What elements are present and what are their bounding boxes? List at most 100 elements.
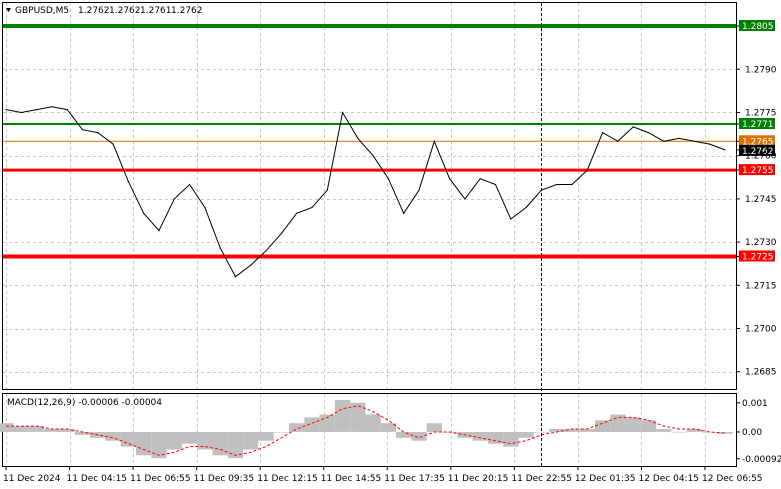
time-axis-label: 11 Dec 14:55 — [321, 474, 382, 484]
price-tag-support-mid — [739, 164, 775, 176]
price-point — [265, 250, 267, 252]
time-axis-label: 12 Dec 04:15 — [639, 474, 700, 484]
macd-axis-label: 0.001 — [742, 399, 768, 409]
price-point — [556, 183, 558, 186]
price-tag-resistance-mid — [739, 118, 775, 129]
macd-histogram-bar — [0, 423, 14, 432]
price-point — [494, 183, 497, 186]
time-axis-label: 11 Dec 20:15 — [448, 474, 509, 484]
price-series — [5, 106, 726, 278]
price-tag-label: 1.2771 — [742, 120, 774, 130]
price-axis-label: 1.2685 — [745, 368, 777, 378]
price-point — [112, 143, 114, 145]
price-point — [449, 178, 451, 180]
price-point — [678, 137, 680, 139]
price-axis-label: 1.2775 — [745, 109, 777, 119]
macd-histogram-bar — [227, 432, 244, 459]
macd-histogram-bar — [365, 414, 381, 432]
price-tag-label: 1.2765 — [742, 137, 774, 147]
price-point — [173, 198, 175, 200]
macd-histogram-bar — [717, 432, 733, 434]
price-point — [127, 181, 129, 183]
price-point — [357, 137, 359, 139]
price-point — [342, 111, 344, 114]
price-point — [296, 212, 298, 214]
macd-signal-line — [6, 405, 726, 456]
macd-histogram-bar — [28, 426, 45, 432]
dropdown-triangle-icon[interactable] — [6, 8, 11, 12]
price-axis-label: 1.2730 — [745, 238, 777, 248]
price-point — [418, 189, 420, 191]
price-point — [326, 189, 328, 191]
price-point — [158, 230, 160, 232]
price-point — [5, 109, 7, 111]
price-tag-current-ask — [739, 135, 775, 147]
macd-indicator — [0, 399, 733, 459]
price-point — [617, 140, 619, 142]
macd-histogram-bar — [564, 429, 580, 432]
macd-histogram-bar — [426, 423, 442, 432]
macd-histogram-bar — [610, 414, 626, 432]
time-axis-label: 11 Dec 2024 — [3, 474, 61, 484]
price-point — [709, 143, 711, 145]
price-point — [143, 212, 145, 214]
macd-axis-label: -0.00092 — [742, 455, 781, 465]
macd-axis-label: 0.00 — [742, 428, 762, 438]
level-lines — [3, 24, 736, 259]
price-point — [219, 247, 221, 249]
price-point — [403, 212, 405, 214]
price-point — [464, 198, 466, 200]
macd-histogram-bar — [212, 432, 228, 456]
macd-histogram-bar — [518, 432, 534, 438]
price-tag-label: 1.2805 — [742, 22, 774, 32]
macd-histogram-bar — [74, 432, 91, 435]
price-point — [510, 218, 512, 220]
price-point — [97, 132, 99, 134]
price-panel[interactable] — [2, 2, 737, 390]
macd-histogram-bar — [166, 432, 182, 450]
macd-histogram-bar — [411, 432, 427, 441]
macd-histogram-bar — [197, 432, 213, 450]
header-close: 1.2762 — [171, 6, 203, 16]
time-axis-label: 11 Dec 04:15 — [67, 474, 128, 484]
macd-histogram-bar — [533, 432, 550, 433]
macd-histogram-bar — [120, 432, 136, 447]
macd-histogram-bar — [656, 429, 672, 432]
macd-histogram-bar — [595, 420, 611, 432]
macd-histogram-bar — [487, 432, 504, 444]
price-point — [433, 140, 435, 142]
price-point — [586, 169, 588, 171]
time-axis-label: 11 Dec 22:55 — [511, 474, 572, 484]
price-point — [724, 149, 726, 151]
price-point — [81, 129, 84, 131]
price-point — [311, 206, 313, 209]
macd-histogram-bar — [503, 432, 519, 447]
header-symbol: GBPUSD,M5 — [15, 6, 69, 16]
price-tag-label: 1.2725 — [742, 253, 774, 263]
macd-histogram-bar — [304, 417, 320, 432]
macd-histogram-bar — [549, 429, 565, 432]
time-axis-label: 11 Dec 12:15 — [257, 474, 318, 484]
time-axis-label: 12 Dec 01:35 — [575, 474, 636, 484]
price-point — [51, 106, 53, 108]
price-point — [36, 109, 38, 111]
price-point — [280, 232, 282, 234]
price-axis: 1.28051.27901.27751.27711.27651.27621.27… — [736, 20, 781, 465]
price-axis-label: 1.2760 — [745, 152, 777, 162]
macd-histogram-bar — [350, 402, 366, 432]
header-open: 1.2762 — [78, 6, 110, 16]
price-point — [66, 109, 68, 111]
price-point — [204, 206, 206, 209]
macd-histogram-bar — [671, 432, 687, 433]
macd-histogram-bar — [105, 432, 121, 441]
macd-histogram-bar — [136, 432, 152, 456]
price-tag-label: 1.2755 — [742, 166, 774, 176]
price-point — [20, 111, 22, 114]
price-tag-current-bid — [739, 144, 775, 156]
macd-histogram-bar — [334, 399, 351, 432]
price-point — [234, 276, 237, 278]
price-tag-label: 1.2762 — [742, 147, 774, 157]
price-line — [5, 106, 726, 278]
macd-histogram-bar — [640, 420, 657, 432]
